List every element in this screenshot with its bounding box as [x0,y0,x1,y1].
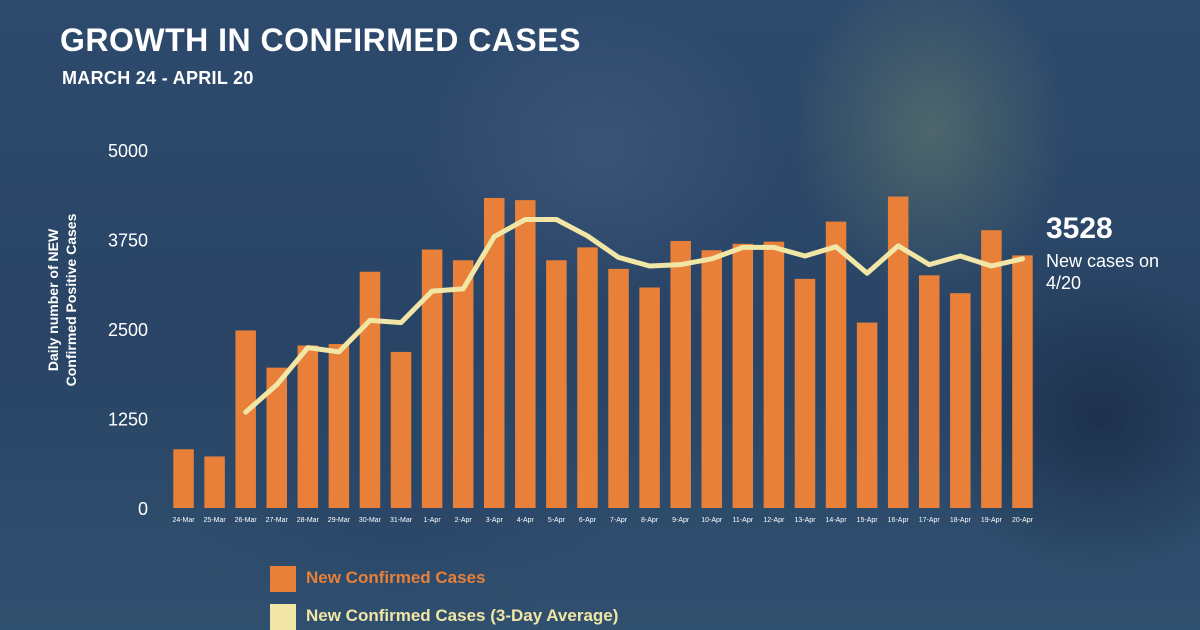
x-tick-label: 24-Mar [172,517,195,524]
bar [608,268,629,508]
x-tick-label: 20-Apr [1012,517,1034,524]
x-tick-label: 8-Apr [641,517,659,524]
x-tick-label: 14-Apr [826,517,848,524]
x-tick-label: 31-Mar [390,517,413,524]
y-tick-label: 2500 [108,320,148,340]
y-tick-label: 1250 [108,410,148,430]
callout-text: New cases on 4/20 [1046,251,1160,293]
x-tick-label: 28-Mar [297,517,320,524]
bar [452,260,474,508]
y-tick-label: 5000 [108,141,148,161]
x-tick-label: 16-Apr [888,517,910,524]
x-tick-label: 1-Apr [424,517,442,524]
x-tick-label: 29-Mar [328,517,351,524]
bar [670,240,691,508]
bar [794,278,816,508]
bar [359,271,381,508]
y-tick-label: 3750 [108,231,148,251]
x-tick-label: 4-Apr [517,517,535,524]
bar [732,243,754,508]
x-tick-label: 17-Apr [919,517,941,524]
legend-swatch-line [270,604,296,630]
x-tick-label: 13-Apr [794,517,816,524]
bar [483,197,505,509]
callout-value: 3528 [1046,212,1113,245]
x-tick-label: 7-Apr [610,517,628,524]
bar [173,449,194,508]
bar [701,250,723,509]
legend-label-line: New Confirmed Cases (3-Day Average) [306,606,619,625]
bar [763,241,785,508]
bar [204,456,225,508]
x-tick-label: 6-Apr [579,517,597,524]
bar [918,275,940,508]
x-tick-label: 9-Apr [672,517,690,524]
x-tick-label: 15-Apr [857,517,879,524]
chart-subtitle: MARCH 24 - APRIL 20 [62,68,254,88]
x-tick-label: 27-Mar [266,517,289,524]
bar [577,247,598,508]
x-tick-label: 2-Apr [455,517,473,524]
x-tick-label: 30-Mar [359,517,382,524]
x-tick-label: 10-Apr [701,517,723,524]
x-tick-label: 5-Apr [548,517,566,524]
bar [887,196,909,509]
bar [546,260,567,508]
legend-swatch-bars [270,566,296,592]
bar [950,293,971,508]
x-tick-label: 3-Apr [486,517,504,524]
bar [515,200,536,508]
x-tick-label: 19-Apr [981,517,1003,524]
bar [421,249,443,509]
average-line [243,217,1025,415]
bar [856,322,878,508]
x-tick-label: 25-Mar [204,517,227,524]
y-tick-label: 0 [138,499,148,519]
x-tick-label: 11-Apr [733,517,754,524]
bar [825,221,847,508]
bar [235,330,256,508]
x-tick-label: 18-Apr [950,517,972,524]
bar [297,345,319,508]
x-tick-label: 12-Apr [763,517,785,524]
bar [390,351,412,508]
bar [328,344,350,508]
bar [639,287,660,508]
bar [981,230,1002,508]
bar [1012,255,1033,508]
legend-label-bars: New Confirmed Cases [306,568,486,587]
y-axis-label: Daily number of NEW Confirmed Positive Ca… [45,213,79,386]
chart-title: GROWTH IN CONFIRMED CASES [60,22,581,58]
x-tick-label: 26-Mar [235,517,258,524]
bar [266,367,288,508]
